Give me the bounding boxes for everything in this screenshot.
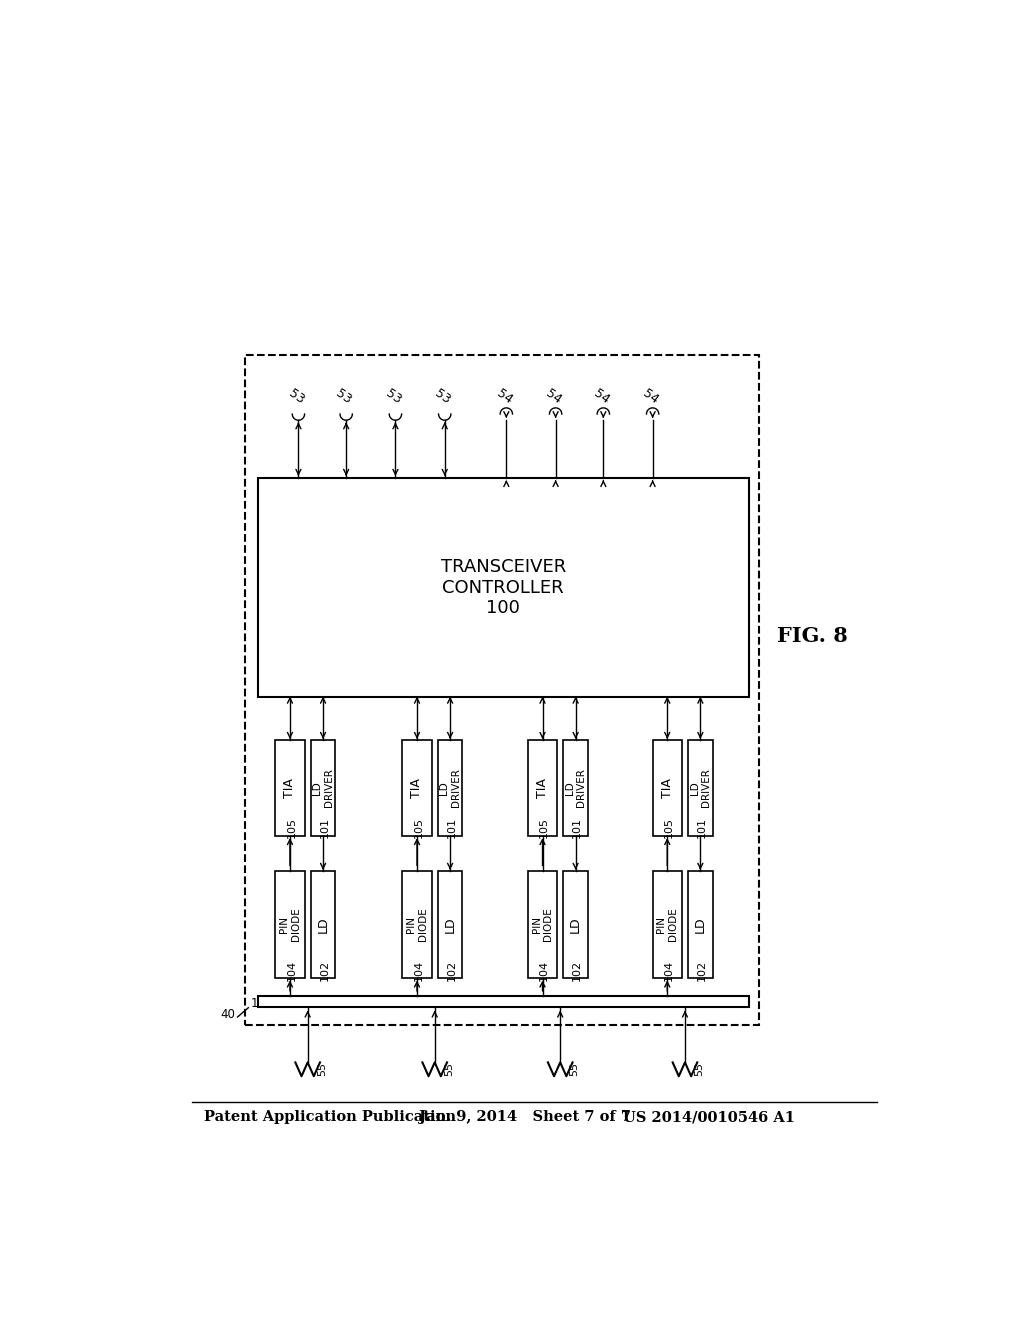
Bar — [652, 871, 682, 978]
Text: 55: 55 — [316, 1061, 327, 1076]
Text: US 2014/0010546 A1: US 2014/0010546 A1 — [624, 1110, 796, 1125]
Bar — [310, 739, 336, 836]
Text: TRANSCEIVER
CONTROLLER
100: TRANSCEIVER CONTROLLER 100 — [440, 558, 566, 618]
Bar — [258, 997, 749, 1007]
Text: LD
DRIVER: LD DRIVER — [689, 768, 711, 808]
Text: 53: 53 — [432, 387, 453, 407]
Bar — [438, 871, 463, 978]
Text: 105: 105 — [539, 817, 549, 838]
Text: LD: LD — [316, 916, 330, 933]
Text: 54: 54 — [640, 387, 660, 407]
Text: 102: 102 — [572, 960, 583, 981]
Text: 53: 53 — [334, 387, 354, 407]
Text: 104: 104 — [287, 960, 297, 981]
Text: LD
DRIVER: LD DRIVER — [439, 768, 461, 808]
Text: 110: 110 — [251, 997, 273, 1010]
Text: 105: 105 — [287, 817, 297, 838]
Bar — [438, 739, 463, 836]
Text: Jan. 9, 2014   Sheet 7 of 7: Jan. 9, 2014 Sheet 7 of 7 — [419, 1110, 632, 1125]
Text: 54: 54 — [543, 387, 563, 407]
Text: 101: 101 — [319, 817, 330, 838]
Bar — [688, 739, 713, 836]
Text: 102: 102 — [319, 960, 330, 981]
Text: 104: 104 — [539, 960, 549, 981]
Text: LD: LD — [443, 916, 457, 933]
Bar — [688, 871, 713, 978]
Text: LD: LD — [569, 916, 582, 933]
Bar — [275, 871, 304, 978]
Text: 55: 55 — [444, 1061, 454, 1076]
Text: 54: 54 — [494, 387, 514, 407]
Text: LD: LD — [694, 916, 707, 933]
Text: TIA: TIA — [536, 777, 549, 797]
Bar — [563, 871, 588, 978]
Text: Patent Application Publication: Patent Application Publication — [204, 1110, 456, 1125]
Text: LD
DRIVER: LD DRIVER — [312, 768, 334, 808]
Text: 40: 40 — [220, 1007, 236, 1020]
Text: 101: 101 — [446, 817, 457, 838]
Text: LD
DRIVER: LD DRIVER — [565, 768, 587, 808]
Bar — [528, 739, 557, 836]
Bar — [275, 739, 304, 836]
Bar — [652, 739, 682, 836]
Bar — [402, 871, 432, 978]
Text: PIN
DIODE: PIN DIODE — [656, 908, 678, 941]
Text: 105: 105 — [414, 817, 424, 838]
Bar — [563, 739, 588, 836]
Text: 55: 55 — [569, 1061, 580, 1076]
Text: 102: 102 — [697, 960, 707, 981]
Text: 104: 104 — [664, 960, 674, 981]
Bar — [310, 871, 336, 978]
Text: PIN
DIODE: PIN DIODE — [280, 908, 301, 941]
Bar — [402, 739, 432, 836]
Text: PIN
DIODE: PIN DIODE — [407, 908, 428, 941]
Text: 101: 101 — [572, 817, 583, 838]
Text: PIN
DIODE: PIN DIODE — [531, 908, 553, 941]
Text: 102: 102 — [446, 960, 457, 981]
Text: TIA: TIA — [411, 777, 424, 797]
Text: 53: 53 — [286, 387, 306, 407]
Bar — [245, 355, 759, 1024]
Text: 54: 54 — [591, 387, 611, 407]
Text: 55: 55 — [694, 1061, 705, 1076]
Text: 104: 104 — [414, 960, 424, 981]
Text: 105: 105 — [664, 817, 674, 838]
Bar — [258, 478, 749, 697]
Bar — [528, 871, 557, 978]
Text: 53: 53 — [383, 387, 403, 407]
Text: TIA: TIA — [660, 777, 674, 797]
Text: FIG. 8: FIG. 8 — [777, 626, 848, 645]
Text: TIA: TIA — [284, 777, 297, 797]
Text: 101: 101 — [697, 817, 707, 838]
